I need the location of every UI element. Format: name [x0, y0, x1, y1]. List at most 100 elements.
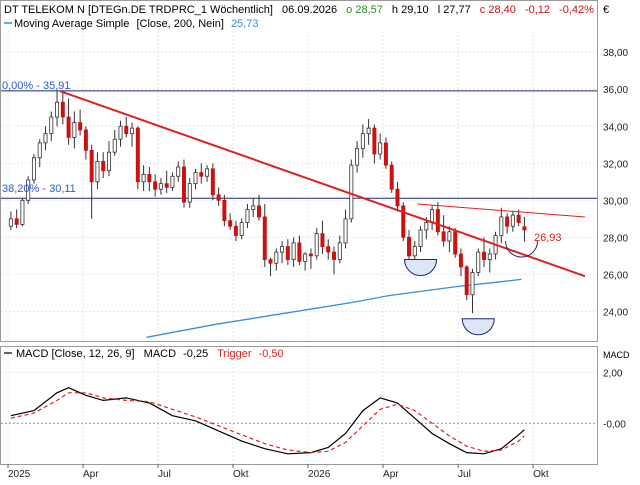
candle-body	[372, 127, 377, 155]
candle-body	[285, 246, 290, 260]
candle-body	[49, 116, 54, 135]
candle-body	[228, 220, 233, 227]
candle-body	[176, 166, 181, 177]
candle-body	[320, 233, 325, 247]
hline-label-top: 0,00% - 35,91	[2, 80, 71, 92]
currency-label: €	[603, 4, 609, 16]
candle-body	[210, 168, 215, 196]
macd-side-label: MACD	[603, 350, 630, 360]
candle-body	[262, 216, 267, 260]
candle-body	[124, 125, 129, 135]
candle-body	[14, 218, 19, 225]
xtick-label: Jul	[158, 469, 171, 480]
candle-body	[418, 229, 423, 247]
pattern-arc	[404, 259, 438, 277]
xtick-label: Jul	[458, 469, 471, 480]
price-ytick-label: 30,00	[603, 196, 628, 207]
candle-body	[395, 188, 400, 207]
candle-body	[447, 231, 452, 242]
candle-body	[233, 225, 238, 236]
price-ytick-label: 32,00	[603, 159, 628, 170]
candle-body	[83, 129, 88, 151]
candle-body	[360, 133, 365, 149]
macd-ytick-label: 2,00	[603, 368, 623, 379]
macd-series-name: MACD	[144, 348, 176, 360]
candle-body	[130, 127, 135, 135]
candle-body	[118, 125, 123, 140]
candle-body	[164, 183, 169, 188]
main-trendline	[59, 90, 586, 278]
header-line: DT TELEKOM N [DTEGn.DE TRDPRC_1 Wöchentl…	[4, 4, 594, 16]
candle-body	[470, 272, 475, 296]
candle-body	[26, 179, 31, 201]
candle-body	[510, 214, 515, 227]
candle-body	[297, 242, 302, 262]
candle-body	[31, 157, 36, 181]
candle-body	[187, 183, 192, 203]
candle-body	[308, 253, 313, 257]
ma-value: 25,73	[231, 18, 259, 30]
ma-legend: Moving Average Simple [Close, 200, Nein]…	[14, 18, 258, 30]
candle-body	[251, 205, 256, 210]
hline-label-fib: 38,20% - 30,11	[2, 183, 76, 195]
candle-body	[464, 266, 469, 296]
candle-body	[424, 222, 429, 231]
candle-body	[135, 127, 140, 183]
xtick-label: 2026	[308, 469, 331, 480]
candle-body	[193, 172, 198, 185]
candle-body	[147, 173, 152, 183]
candle-body	[141, 173, 146, 183]
candle-body	[37, 142, 42, 159]
candle-body	[8, 218, 13, 227]
candle-body	[43, 133, 48, 144]
price-ytick-label: 24,00	[603, 307, 628, 318]
candle-body	[55, 101, 60, 118]
candle-body	[170, 175, 175, 188]
ma-name: Moving Average Simple	[14, 18, 129, 30]
candle-body	[291, 242, 296, 260]
macd-panel-frame	[0, 346, 598, 465]
candle-body	[78, 122, 83, 131]
trigger-line	[10, 392, 525, 454]
candle-body	[366, 127, 371, 135]
ma-params: [Close, 200, Nein]	[136, 18, 223, 30]
xtick-label: 2025	[8, 469, 31, 480]
title-text: DT TELEKOM N [DTEGn.DE TRDPRC_1 Wöchentl…	[4, 4, 273, 16]
candle-body	[280, 246, 285, 253]
price-ytick-label: 28,00	[603, 233, 628, 244]
candle-body	[245, 209, 250, 223]
candle-body	[89, 149, 94, 183]
candle-body	[314, 233, 319, 257]
candle-body	[453, 231, 458, 255]
low-text: l 27,77	[438, 4, 471, 16]
open-text: o 28,57	[346, 4, 383, 16]
candle-body	[112, 138, 117, 153]
candle-body	[60, 101, 65, 118]
moving-average-layer	[146, 278, 522, 338]
price-panel-frame	[0, 0, 598, 342]
candle-body	[458, 253, 463, 268]
high-text: h 29,10	[392, 4, 429, 16]
candle-body	[268, 259, 273, 264]
candle-body	[430, 209, 435, 223]
candle-body	[487, 253, 492, 260]
candle-body	[222, 199, 227, 222]
candle-body	[274, 251, 279, 264]
change-pct-text: -0,42%	[559, 4, 594, 16]
candle-body	[516, 214, 521, 223]
candle-body	[95, 161, 100, 183]
macd-ytick-label: -0,00	[603, 419, 626, 430]
candle-body	[476, 251, 481, 273]
candle-body	[355, 148, 360, 166]
pattern-arc	[505, 241, 539, 258]
candle-body	[106, 151, 111, 172]
price-ytick-label: 36,00	[603, 85, 628, 96]
price-ytick-label: 34,00	[603, 122, 628, 133]
candle-body	[66, 116, 71, 138]
candle-body	[441, 231, 446, 242]
candle-body	[199, 172, 204, 177]
candles-layer	[8, 91, 527, 314]
price-ytick-label: 38,00	[603, 48, 628, 59]
candle-body	[20, 199, 25, 225]
